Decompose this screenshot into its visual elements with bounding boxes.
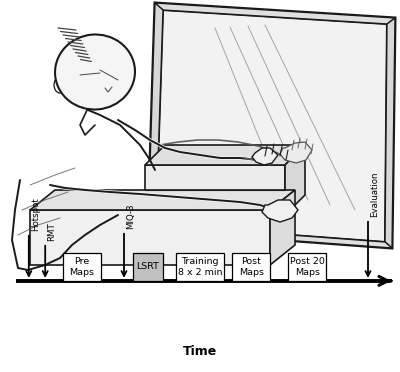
Polygon shape	[148, 3, 395, 248]
Bar	[133, 253, 163, 281]
Polygon shape	[280, 142, 312, 163]
Text: Post
Maps: Post Maps	[239, 257, 264, 276]
Polygon shape	[148, 225, 392, 248]
Polygon shape	[252, 148, 278, 165]
Polygon shape	[155, 3, 395, 24]
Text: Evaluation: Evaluation	[370, 171, 379, 217]
Text: Time: Time	[183, 345, 217, 358]
Ellipse shape	[54, 77, 66, 93]
Text: Hotspot: Hotspot	[31, 197, 40, 231]
Bar	[176, 253, 224, 281]
Polygon shape	[262, 200, 298, 222]
Ellipse shape	[55, 35, 135, 109]
Polygon shape	[30, 210, 270, 265]
Polygon shape	[285, 145, 305, 215]
Text: LSRT: LSRT	[136, 262, 160, 271]
Text: Post 20
Maps: Post 20 Maps	[290, 257, 325, 276]
Polygon shape	[156, 10, 387, 242]
Bar	[63, 253, 101, 281]
Bar	[232, 253, 270, 281]
Polygon shape	[30, 190, 295, 210]
Text: Pre
Maps: Pre Maps	[70, 257, 94, 276]
Polygon shape	[148, 3, 163, 230]
Bar	[288, 253, 326, 281]
Polygon shape	[385, 18, 395, 248]
Text: RMT: RMT	[47, 222, 56, 241]
Text: MIQ-3: MIQ-3	[126, 203, 135, 229]
Polygon shape	[145, 145, 305, 165]
Polygon shape	[145, 165, 285, 215]
Polygon shape	[270, 190, 295, 265]
Text: Training
8 x 2 min: Training 8 x 2 min	[178, 257, 222, 276]
